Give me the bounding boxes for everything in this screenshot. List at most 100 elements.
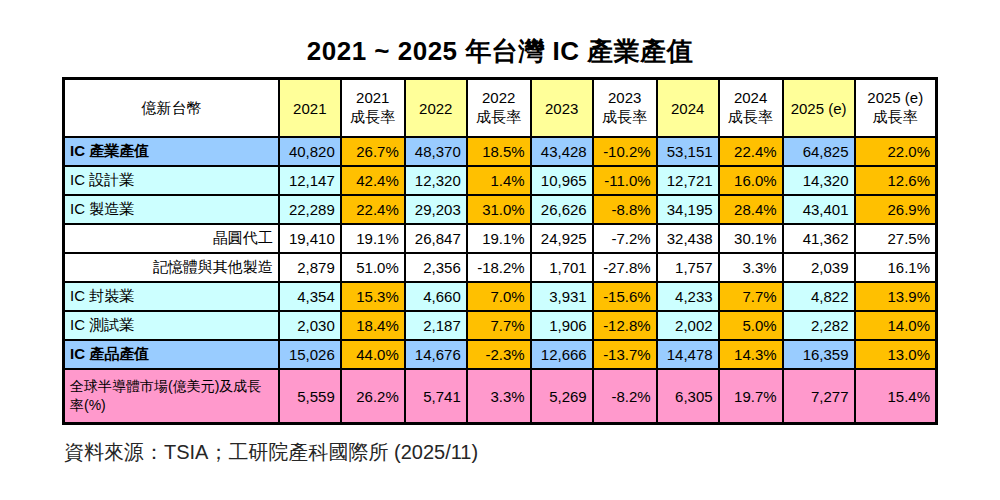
growth-cell: -7.2% [593, 224, 657, 253]
page: 2021 ~ 2025 年台灣 IC 產業產值 億新台幣 2021 2021 成… [0, 0, 938, 466]
value-cell: 64,825 [783, 137, 855, 166]
row-label: IC 產品產值 [64, 340, 279, 369]
value-cell: 1,701 [531, 253, 593, 282]
header-2023: 2023 [531, 79, 593, 138]
value-cell: 3,931 [531, 282, 593, 311]
growth-cell: 7.7% [719, 282, 783, 311]
value-cell: 43,401 [783, 195, 855, 224]
value-cell: 12,320 [405, 166, 467, 195]
growth-cell: -11.0% [593, 166, 657, 195]
growth-cell: 19.7% [719, 369, 783, 424]
value-cell: 2,039 [783, 253, 855, 282]
value-cell: 41,362 [783, 224, 855, 253]
table-row-ic-packaging: IC 封裝業 4,354 15.3% 4,660 7.0% 3,931 -15.… [64, 282, 937, 311]
table-row-memory-other: 記憶體與其他製造 2,879 51.0% 2,356 -18.2% 1,701 … [64, 253, 937, 282]
value-cell: 26,847 [405, 224, 467, 253]
value-cell: 7,277 [783, 369, 855, 424]
value-cell: 22,289 [279, 195, 341, 224]
value-cell: 2,187 [405, 311, 467, 340]
value-cell: 5,741 [405, 369, 467, 424]
value-cell: 4,233 [657, 282, 719, 311]
growth-cell: 5.0% [719, 311, 783, 340]
value-cell: 32,438 [657, 224, 719, 253]
growth-cell: 3.3% [719, 253, 783, 282]
row-label: 晶圓代工 [64, 224, 279, 253]
row-label: IC 設計業 [64, 166, 279, 195]
growth-cell: 28.4% [719, 195, 783, 224]
growth-cell: 13.9% [855, 282, 937, 311]
growth-cell: 15.3% [341, 282, 405, 311]
header-2023-growth: 2023 成長率 [593, 79, 657, 138]
growth-cell: 27.5% [855, 224, 937, 253]
table-row-ic-product-total: IC 產品產值 15,026 44.0% 14,676 -2.3% 12,666… [64, 340, 937, 369]
growth-cell: 26.7% [341, 137, 405, 166]
growth-cell: 30.1% [719, 224, 783, 253]
growth-cell: 1.4% [467, 166, 531, 195]
growth-cell: 14.0% [855, 311, 937, 340]
table-row-ic-testing: IC 測試業 2,030 18.4% 2,187 7.7% 1,906 -12.… [64, 311, 937, 340]
row-label: 記憶體與其他製造 [64, 253, 279, 282]
row-label: IC 製造業 [64, 195, 279, 224]
growth-cell: 3.3% [467, 369, 531, 424]
header-2024-growth: 2024 成長率 [719, 79, 783, 138]
header-2021-growth: 2021 成長率 [341, 79, 405, 138]
header-2025e-growth: 2025 (e) 成長率 [855, 79, 937, 138]
growth-cell: 44.0% [341, 340, 405, 369]
value-cell: 48,370 [405, 137, 467, 166]
value-cell: 24,925 [531, 224, 593, 253]
value-cell: 2,002 [657, 311, 719, 340]
growth-cell: -13.7% [593, 340, 657, 369]
row-label: 全球半導體市場(億美元)及成長率(%) [64, 369, 279, 424]
value-cell: 4,822 [783, 282, 855, 311]
value-cell: 5,269 [531, 369, 593, 424]
growth-cell: 12.6% [855, 166, 937, 195]
growth-cell: -18.2% [467, 253, 531, 282]
growth-cell: 15.4% [855, 369, 937, 424]
value-cell: 1,906 [531, 311, 593, 340]
growth-cell: 51.0% [341, 253, 405, 282]
growth-cell: 31.0% [467, 195, 531, 224]
growth-cell: 18.5% [467, 137, 531, 166]
growth-cell: 16.1% [855, 253, 937, 282]
header-2025e: 2025 (e) [783, 79, 855, 138]
value-cell: 10,965 [531, 166, 593, 195]
header-2024: 2024 [657, 79, 719, 138]
value-cell: 16,359 [783, 340, 855, 369]
header-row: 億新台幣 2021 2021 成長率 2022 2022 成長率 2023 20… [64, 79, 937, 138]
value-cell: 6,305 [657, 369, 719, 424]
value-cell: 29,203 [405, 195, 467, 224]
growth-cell: -10.2% [593, 137, 657, 166]
value-cell: 14,320 [783, 166, 855, 195]
value-cell: 40,820 [279, 137, 341, 166]
table-row-ic-design: IC 設計業 12,147 42.4% 12,320 1.4% 10,965 -… [64, 166, 937, 195]
header-2021: 2021 [279, 79, 341, 138]
growth-cell: -8.8% [593, 195, 657, 224]
value-cell: 12,721 [657, 166, 719, 195]
value-cell: 12,666 [531, 340, 593, 369]
value-cell: 19,410 [279, 224, 341, 253]
value-cell: 1,757 [657, 253, 719, 282]
growth-cell: 13.0% [855, 340, 937, 369]
value-cell: 26,626 [531, 195, 593, 224]
growth-cell: 19.1% [341, 224, 405, 253]
row-label: IC 測試業 [64, 311, 279, 340]
value-cell: 4,660 [405, 282, 467, 311]
value-cell: 12,147 [279, 166, 341, 195]
growth-cell: -8.2% [593, 369, 657, 424]
growth-cell: 14.3% [719, 340, 783, 369]
table-row-ic-industry-total: IC 產業產值 40,820 26.7% 48,370 18.5% 43,428… [64, 137, 937, 166]
value-cell: 53,151 [657, 137, 719, 166]
value-cell: 2,356 [405, 253, 467, 282]
row-label: IC 封裝業 [64, 282, 279, 311]
growth-cell: -27.8% [593, 253, 657, 282]
table-row-global-semiconductor-market: 全球半導體市場(億美元)及成長率(%) 5,559 26.2% 5,741 3.… [64, 369, 937, 424]
value-cell: 14,676 [405, 340, 467, 369]
value-cell: 2,282 [783, 311, 855, 340]
growth-cell: 22.4% [719, 137, 783, 166]
ic-industry-value-table: 億新台幣 2021 2021 成長率 2022 2022 成長率 2023 20… [62, 77, 938, 425]
growth-cell: 7.7% [467, 311, 531, 340]
value-cell: 2,030 [279, 311, 341, 340]
value-cell: 14,478 [657, 340, 719, 369]
growth-cell: 22.0% [855, 137, 937, 166]
growth-cell: -15.6% [593, 282, 657, 311]
